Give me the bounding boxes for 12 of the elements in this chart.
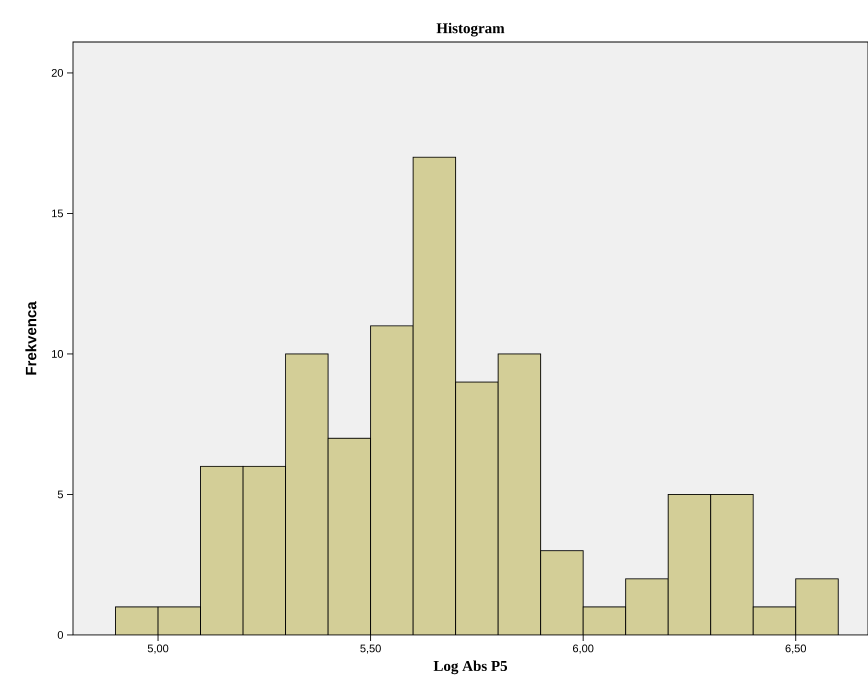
y-tick-label: 0: [58, 631, 64, 639]
chart-title: Histogram: [436, 22, 504, 36]
x-tick-label: 5,00: [148, 644, 168, 654]
x-tick-label: 5,50: [360, 644, 381, 654]
y-tick-label: 5: [58, 490, 63, 498]
x-tick-label: 6,00: [573, 644, 594, 654]
x-tick-label: 6,50: [786, 644, 806, 654]
y-axis-title: Frekvenca: [25, 301, 36, 375]
x-axis-title: Log Abs P5: [434, 660, 508, 674]
y-tick-label: 10: [52, 350, 64, 358]
y-tick-label: 15: [52, 210, 63, 218]
y-tick-label: 20: [52, 69, 64, 77]
